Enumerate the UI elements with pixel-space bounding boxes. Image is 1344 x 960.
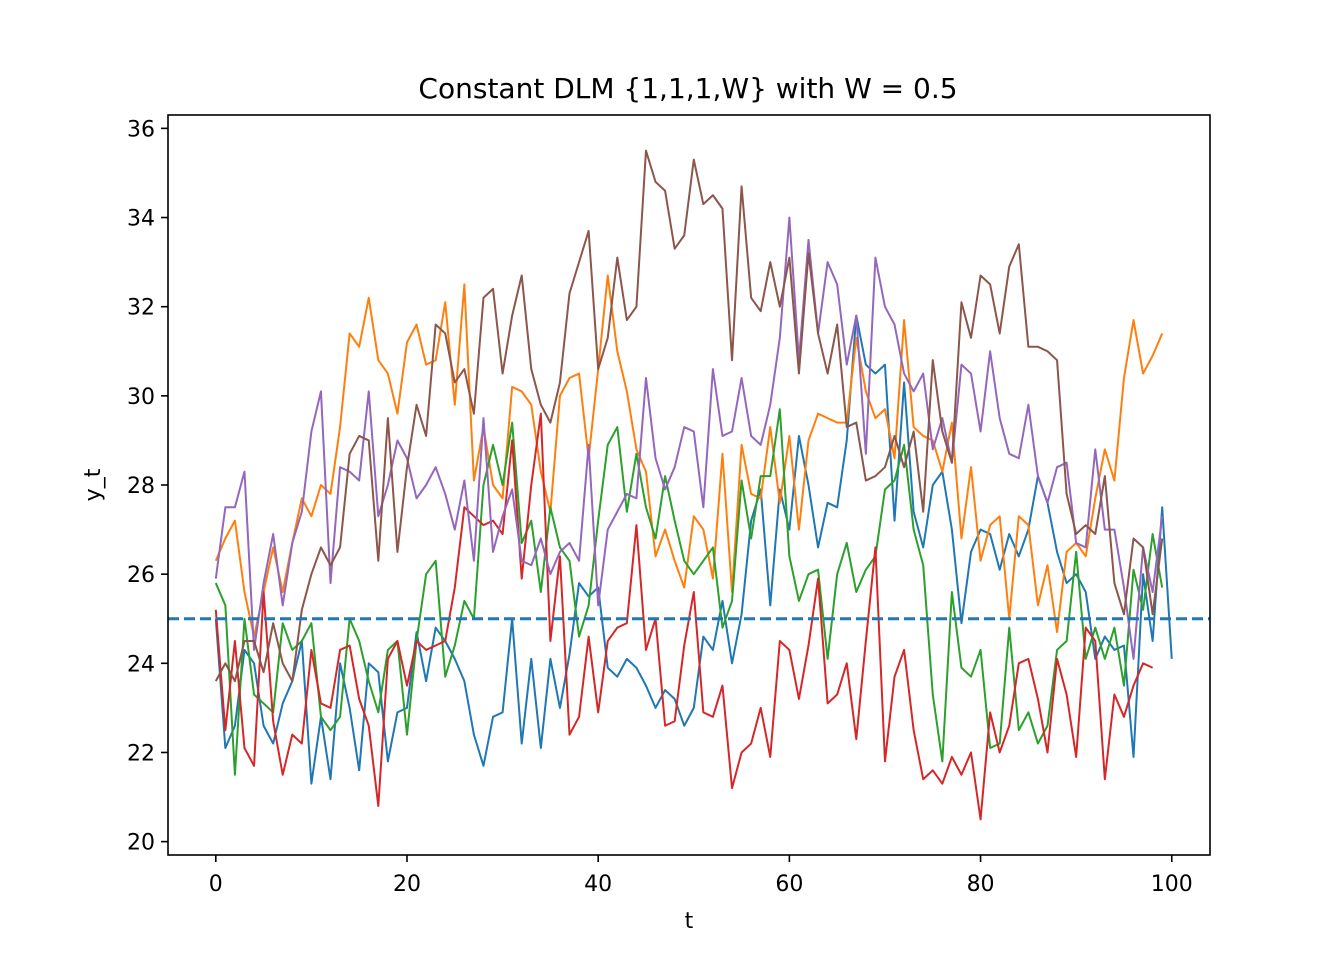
y-tick-label: 28 [127, 474, 155, 499]
y-tick-label: 20 [127, 831, 155, 856]
series-line-5 [214, 216, 1164, 660]
y-tick-label: 36 [127, 117, 155, 142]
x-tick-label: 40 [584, 872, 612, 897]
x-axis-label: t [685, 909, 694, 934]
y-axis: 20 22 24 26 28 30 32 34 36 [127, 117, 168, 856]
y-tick-label: 30 [127, 385, 155, 410]
x-tick-label: 20 [393, 872, 421, 897]
y-tick-label: 24 [127, 652, 155, 677]
x-tick-label: 0 [209, 872, 223, 897]
y-tick-label: 32 [127, 296, 155, 321]
y-tick-label: 22 [127, 741, 155, 766]
x-axis: 0 20 40 60 80 100 [209, 855, 1193, 897]
y-tick-label: 26 [127, 563, 155, 588]
y-tick-label: 34 [127, 207, 155, 232]
x-tick-label: 100 [1151, 872, 1193, 897]
x-tick-label: 60 [775, 872, 803, 897]
series-line-2 [214, 274, 1164, 638]
series-line-4 [214, 412, 1154, 821]
series-line-3 [214, 408, 1164, 776]
chart-title: Constant DLM {1,1,1,W} with W = 0.5 [418, 72, 957, 105]
x-tick-label: 80 [967, 872, 995, 897]
series-line-1 [214, 314, 1173, 785]
y-axis-label: y_t [81, 468, 106, 501]
series-layer [214, 149, 1173, 821]
series-line-6 [214, 149, 1164, 683]
